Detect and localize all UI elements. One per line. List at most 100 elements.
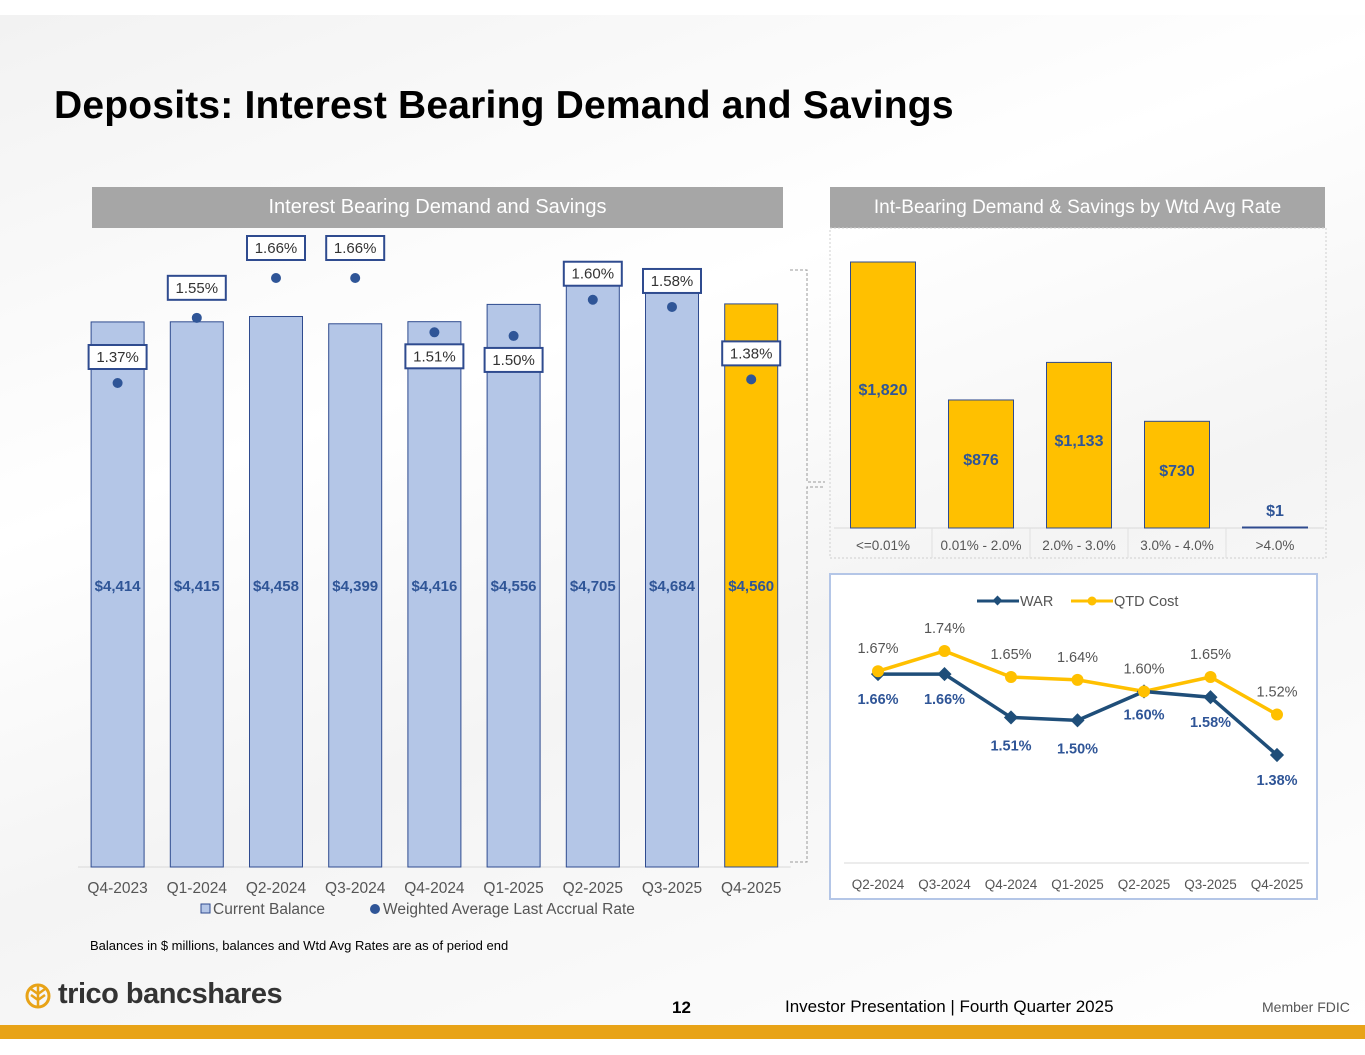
x-tick-label: 0.01% - 2.0% <box>940 538 1021 553</box>
right-chart-header: Int-Bearing Demand & Savings by Wtd Avg … <box>830 187 1325 228</box>
balance-label: $4,705 <box>570 578 616 595</box>
balance-label: $4,399 <box>332 578 378 595</box>
footer-presentation: Investor Presentation | Fourth Quarter 2… <box>785 997 1114 1016</box>
war-point <box>1070 713 1085 728</box>
balance-bar <box>486 303 541 868</box>
legend: WAR QTD Cost <box>977 594 1178 610</box>
x-tick-label: Q2-2024 <box>246 880 307 897</box>
rate-dot <box>112 378 123 388</box>
x-tick-label: Q3-2024 <box>918 877 971 892</box>
x-tick-label: Q4-2024 <box>985 877 1038 892</box>
qtd-cost-label: 1.52% <box>1256 685 1297 701</box>
balance-bar <box>645 288 699 868</box>
left-chart-title: Interest Bearing Demand and Savings <box>268 196 607 218</box>
qtd-cost-point <box>1138 685 1150 698</box>
x-tick-label: Q4-2024 <box>404 880 465 897</box>
rate-label: 1.37% <box>96 349 139 366</box>
rate-label-box: 1.66% <box>246 235 306 261</box>
balance-label: $4,458 <box>253 578 299 595</box>
page-title: Deposits: Interest Bearing Demand and Sa… <box>54 84 954 127</box>
balance-bar <box>90 321 145 868</box>
x-tick-label: Q3-2025 <box>1184 877 1237 892</box>
rate-label-box: 1.37% <box>87 344 148 370</box>
rate-bucket-value: $876 <box>963 452 999 469</box>
qtd-cost-point <box>938 645 951 657</box>
x-tick-label: 2.0% - 3.0% <box>1042 538 1116 553</box>
balance-bar <box>249 316 303 868</box>
logo-text: trico bancshares <box>58 978 283 1010</box>
war-label: 1.58% <box>1190 715 1231 731</box>
rate-dot <box>667 301 677 312</box>
x-tick-label: <=0.01% <box>856 538 910 553</box>
legend-label-balance: Current Balance <box>213 901 325 918</box>
rate-label-frame <box>562 260 623 287</box>
qtd-cost-point <box>1204 671 1217 683</box>
rate-bucket-value: $1 <box>1266 503 1284 520</box>
rate-label: 1.66% <box>255 240 298 257</box>
balance-bar <box>169 321 224 868</box>
rate-dot <box>587 294 598 305</box>
rate-label-frame <box>404 343 465 370</box>
left-chart-header: Interest Bearing Demand and Savings <box>92 187 783 228</box>
rate-label-box: 1.66% <box>325 235 386 261</box>
rate-label-box: 1.38% <box>721 340 782 367</box>
chart-frame <box>829 573 1318 900</box>
rate-label: 1.58% <box>651 273 694 290</box>
war-qtd-line-chart: WAR QTD Cost 1.67% 1.74% 1.65% 1.64% 1.60% 1.65… <box>829 573 1318 900</box>
qtd-cost-label: 1.60% <box>1123 661 1164 677</box>
rate-label-frame <box>325 235 386 261</box>
x-tick-label: Q2-2025 <box>563 880 623 897</box>
war-point <box>1203 690 1218 705</box>
rate-label-frame <box>87 344 148 370</box>
qtd-cost-point <box>1005 671 1017 683</box>
legend: Current Balance Weighted Average Last Acc… <box>200 901 635 918</box>
balance-label: $4,416 <box>411 578 457 595</box>
rate-label-box: 1.55% <box>166 274 227 301</box>
x-tick-label: Q3-2024 <box>325 880 386 897</box>
right-chart-title: Int-Bearing Demand & Savings by Wtd Avg … <box>873 197 1282 218</box>
war-point <box>1269 747 1285 763</box>
legend-label-qtd: QTD Cost <box>1114 594 1178 610</box>
rate-dot <box>429 327 440 338</box>
war-label: 1.51% <box>990 738 1031 754</box>
war-label: 1.66% <box>857 692 898 708</box>
rate-label-frame <box>721 340 782 367</box>
balance-label: $4,684 <box>649 578 696 595</box>
wheat-logo-icon <box>25 983 51 1008</box>
legend-marker-qtd <box>1087 596 1097 606</box>
balance-bar <box>724 303 779 868</box>
balance-label: $4,556 <box>491 578 537 595</box>
company-logo: trico bancshares <box>24 978 283 1011</box>
balance-bar <box>407 321 462 868</box>
legend-swatch-balance <box>200 903 211 914</box>
rate-label: 1.51% <box>413 348 456 365</box>
rate-dot <box>191 312 202 323</box>
footer-gold-bar <box>0 1025 1365 1039</box>
legend-swatch-rate <box>370 904 380 914</box>
x-tick-label: Q1-2025 <box>483 880 543 897</box>
x-tick-label: Q4-2025 <box>1251 877 1304 892</box>
qtd-cost-label: 1.64% <box>1057 650 1098 666</box>
balance-rate-chart: $4,414 1.37% Q4-2023 $4,415 1.55% Q1-2024 $4,4… <box>78 235 791 918</box>
rate-label-box: 1.50% <box>483 346 544 373</box>
war-label: 1.38% <box>1256 773 1297 789</box>
x-tick-label: Q1-2024 <box>167 880 228 897</box>
rate-bucket-bar <box>948 399 1014 529</box>
x-tick-label: Q1-2025 <box>1051 877 1104 892</box>
rate-label: 1.55% <box>176 280 219 297</box>
rate-bucket-value: $730 <box>1159 463 1195 480</box>
balance-bar <box>328 323 383 868</box>
war-point <box>1003 710 1019 725</box>
qtd-cost-point <box>872 665 884 678</box>
rate-bucket-chart: $1,820 <=0.01% $876 0.01% - 2.0% $1,133 2.0% … <box>829 227 1327 559</box>
balance-label: $4,415 <box>174 578 220 595</box>
x-tick-label: Q4-2023 <box>87 880 147 897</box>
x-tick-label: Q2-2024 <box>852 877 905 892</box>
rate-bucket-value: $1,133 <box>1055 433 1104 450</box>
rate-bucket-bar <box>1242 526 1308 529</box>
x-tick-label: 3.0% - 4.0% <box>1140 538 1214 553</box>
rate-bucket-value: $1,820 <box>859 382 908 399</box>
rate-label: 1.66% <box>334 240 377 257</box>
legend-marker-war <box>992 595 1003 606</box>
rate-label: 1.50% <box>492 352 535 369</box>
